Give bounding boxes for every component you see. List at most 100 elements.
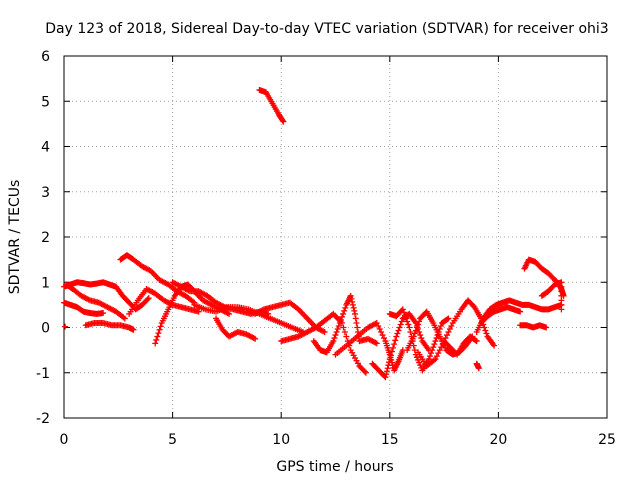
data-point [416, 318, 423, 325]
data-point [395, 327, 402, 334]
data-point [413, 324, 420, 331]
data-point [411, 330, 418, 337]
data-point [426, 353, 433, 360]
series-arc-z [538, 279, 565, 313]
x-tick-label: 0 [60, 432, 69, 448]
data-point [339, 313, 346, 320]
series-arc-w [478, 304, 524, 326]
series-arc-a [61, 299, 107, 317]
data-point [155, 330, 162, 337]
data-point [482, 327, 489, 334]
data-point [343, 333, 350, 340]
data-point [400, 309, 407, 316]
data-point [399, 306, 406, 313]
data-point [279, 117, 286, 124]
data-point [373, 340, 380, 347]
data-point [379, 332, 386, 339]
data-point [335, 322, 342, 329]
data-point [388, 348, 395, 355]
data-point [130, 326, 137, 333]
data-point [354, 324, 361, 331]
data-point [351, 307, 358, 314]
data-point [445, 315, 452, 322]
chart-title: Day 123 of 2018, Sidereal Day-to-day VTE… [45, 21, 608, 37]
data-point [144, 296, 151, 303]
data-point [145, 295, 152, 302]
data-point [383, 371, 390, 378]
y-tick-label: 0 [41, 321, 50, 337]
y-tick-label: 4 [41, 140, 50, 156]
y-tick-label: 3 [41, 185, 50, 201]
data-point [387, 352, 394, 359]
data-point [437, 322, 444, 329]
series-arc-v [473, 297, 565, 336]
data-point [384, 365, 391, 372]
data-point [62, 323, 69, 330]
data-point [341, 329, 348, 336]
data-point [353, 319, 360, 326]
data-point [473, 338, 480, 345]
data-point [444, 316, 451, 323]
y-tick-label: 5 [41, 94, 50, 110]
data-point [429, 347, 436, 354]
series-arc-m [278, 310, 369, 376]
data-point [347, 292, 354, 299]
data-point [378, 329, 385, 336]
data-point [386, 356, 393, 363]
y-tick-label: -1 [36, 366, 50, 382]
data-point [405, 321, 412, 328]
data-point [446, 326, 453, 333]
data-point [430, 344, 437, 351]
data-point [386, 359, 393, 366]
data-point [334, 326, 341, 333]
series-arc-d [82, 319, 137, 333]
data-point [349, 301, 356, 308]
data-point [407, 329, 414, 336]
y-tick-label: -2 [36, 411, 50, 427]
data-point [376, 326, 383, 333]
data-point [418, 335, 425, 342]
data-point [342, 304, 349, 311]
data-point [431, 341, 438, 348]
data-point [432, 338, 439, 345]
data-point [352, 310, 359, 317]
x-tick-label: 5 [168, 432, 177, 448]
data-point [156, 326, 163, 333]
data-point [438, 344, 445, 351]
data-point [470, 303, 477, 310]
data-point [443, 332, 450, 339]
series-arc-i [213, 315, 259, 342]
data-point [483, 330, 490, 337]
data-point [341, 307, 348, 314]
data-point [517, 308, 524, 315]
data-point [391, 341, 398, 348]
data-point [425, 356, 432, 363]
series-arc-u [473, 360, 482, 372]
data-point [435, 350, 442, 357]
data-point [436, 326, 443, 333]
data-point [406, 324, 413, 331]
data-point [390, 344, 397, 351]
data-point [396, 324, 403, 331]
data-point [348, 295, 355, 302]
data-point [411, 347, 418, 354]
axis-ticks: 0 5 10 15 20 25 -2 -1 0 1 2 3 4 5 6 [36, 49, 616, 448]
data-point [154, 333, 161, 340]
data-point [383, 368, 390, 375]
data-point [558, 306, 565, 313]
data-point [416, 329, 423, 336]
data-point [404, 318, 411, 325]
series-arc-f [126, 286, 202, 317]
x-tick-label: 25 [598, 432, 616, 448]
grid [64, 56, 607, 418]
data-point [382, 374, 389, 381]
plot-frame [63, 55, 608, 419]
data-point [433, 353, 440, 360]
data-point [340, 310, 347, 317]
data-point [121, 315, 128, 322]
data-point [336, 319, 343, 326]
data-point [448, 322, 455, 329]
data-points [61, 86, 567, 381]
series-arc-t [441, 333, 480, 358]
x-tick-label: 10 [272, 432, 290, 448]
